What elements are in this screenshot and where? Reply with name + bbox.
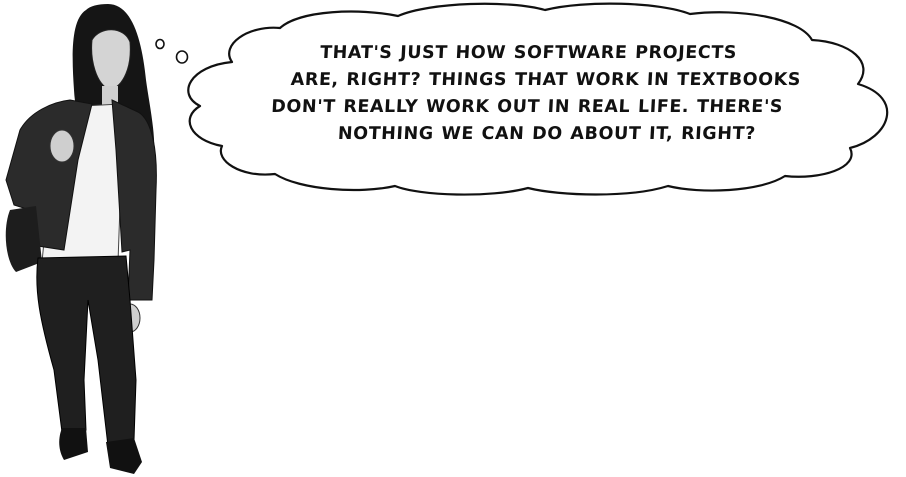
thought-line-1: THAT'S JUST HOW SOFTWARE PROJECTS (319, 43, 738, 63)
thought-line-2: ARE, RIGHT? THINGS THAT WORK IN TEXTBOOK… (290, 70, 802, 90)
hand (49, 129, 75, 163)
thought-line-4: NOTHING WE CAN DO ABOUT IT, RIGHT? (337, 124, 757, 144)
jacket-right (111, 99, 157, 301)
woman-figure (5, 4, 157, 474)
shoulder-bag (5, 206, 43, 272)
shoe-left (59, 428, 88, 460)
thought-bubble-text: THAT'S JUST HOW SOFTWARE PROJECTS ARE, R… (247, 40, 853, 148)
thought-bubble-cloud (187, 2, 889, 196)
face (91, 29, 131, 91)
thought-bubble-trail (155, 38, 189, 64)
jeans (36, 255, 137, 447)
shoe-right (106, 438, 142, 474)
thought-line-3: DON'T REALLY WORK OUT IN REAL LIFE. THER… (270, 97, 784, 117)
trail-dot-medium (175, 50, 189, 64)
trail-dot-small (155, 38, 165, 50)
